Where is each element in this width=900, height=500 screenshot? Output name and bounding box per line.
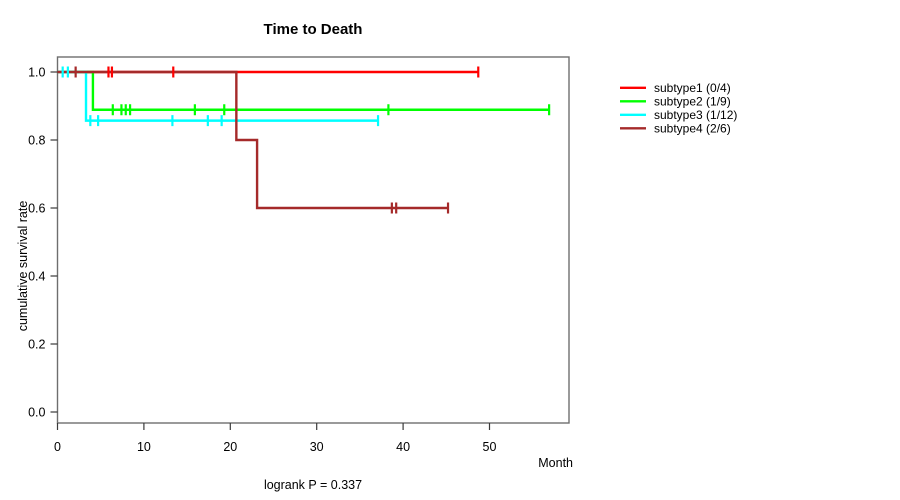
- survival-curve-subtype3: [57, 70, 379, 122]
- y-tick-label: 0.2: [28, 338, 45, 352]
- logrank-annotation: logrank P = 0.337: [264, 478, 362, 492]
- y-tick-label: 0.4: [28, 270, 45, 284]
- legend-label-subtype1: subtype1 (0/4): [654, 81, 731, 95]
- x-tick-label: 40: [396, 440, 410, 454]
- x-tick-label: 10: [137, 440, 151, 454]
- legend-label-subtype2: subtype2 (1/9): [654, 95, 731, 109]
- plot-box: [56, 56, 570, 424]
- legend-label-subtype3: subtype3 (1/12): [654, 108, 737, 122]
- legend-label-subtype4: subtype4 (2/6): [654, 122, 731, 136]
- y-tick-label: 0.6: [28, 202, 45, 216]
- curves-layer: [57, 70, 550, 210]
- x-tick-label: 50: [483, 440, 497, 454]
- y-tick-label: 0.0: [28, 406, 45, 420]
- survival-curve-subtype2: [57, 70, 550, 111]
- chart-title: Time to Death: [264, 21, 363, 38]
- x-tick-label: 0: [54, 440, 61, 454]
- y-axis-title: cumulative survival rate: [16, 201, 30, 332]
- y-axis: 0.0 0.2 0.4 0.6 0.8 1.0: [28, 66, 58, 420]
- x-axis-title: Month: [538, 456, 573, 470]
- survival-curve-subtype4: [57, 70, 449, 210]
- legend: subtype1 (0/4)subtype2 (1/9)subtype3 (1/…: [620, 81, 737, 136]
- y-tick-label: 0.8: [28, 134, 45, 148]
- x-tick-label: 20: [223, 440, 237, 454]
- y-tick-label: 1.0: [28, 66, 45, 80]
- censor-ticks-layer: [61, 66, 551, 214]
- x-tick-label: 30: [310, 440, 324, 454]
- x-axis: 0 10 20 30 40 50: [54, 423, 496, 454]
